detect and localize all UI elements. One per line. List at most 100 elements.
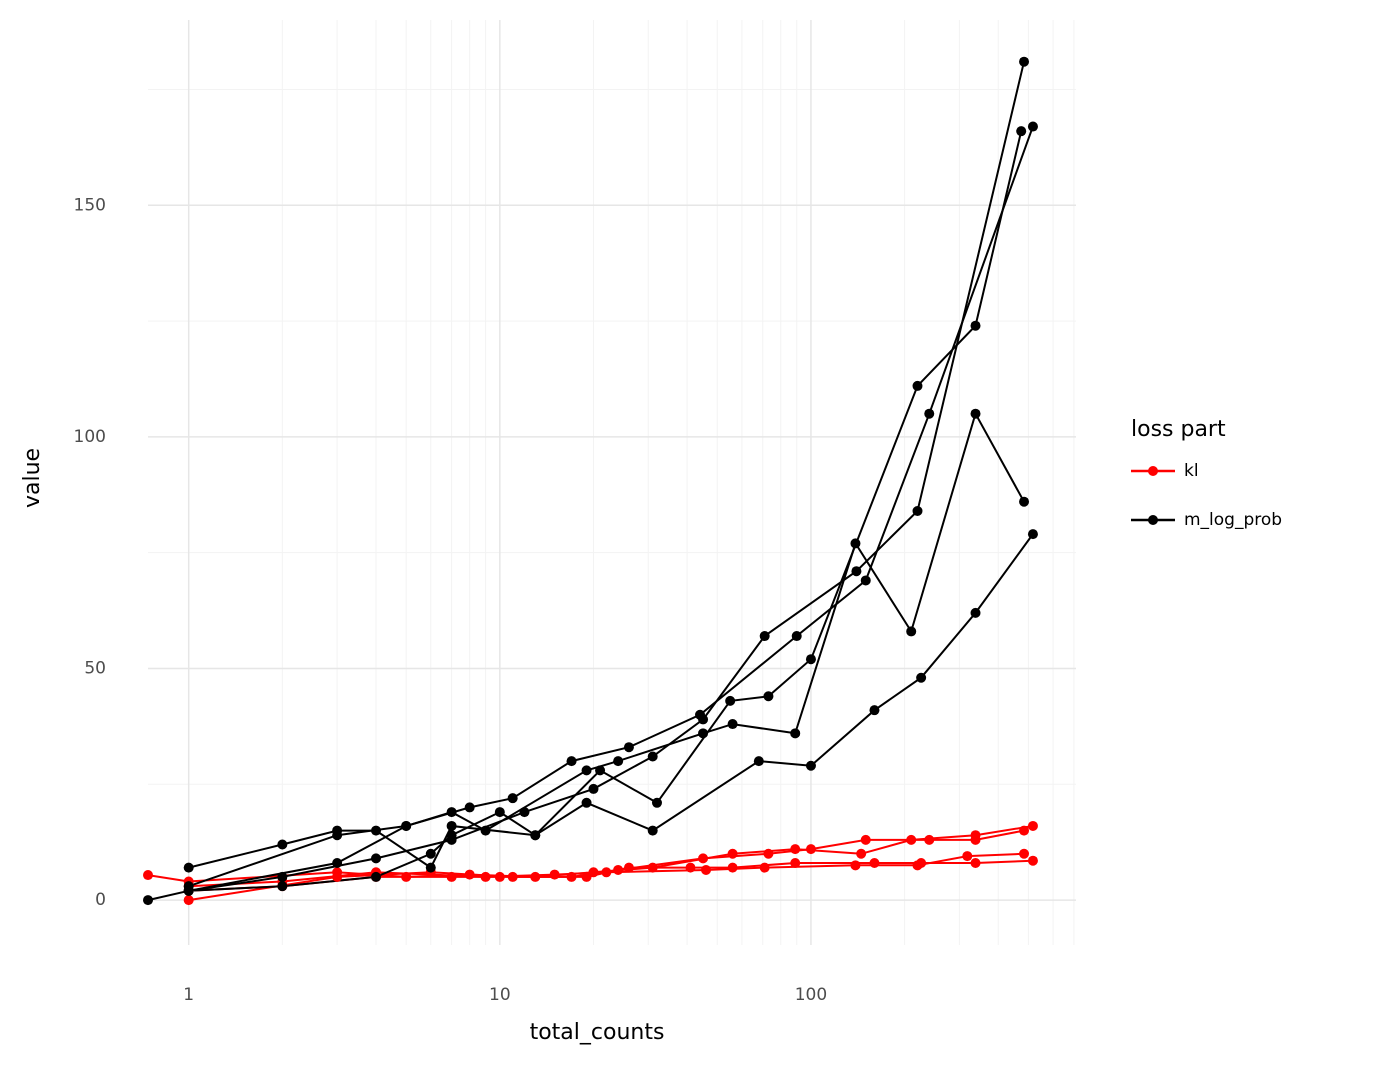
data-point [698, 853, 709, 864]
grid [148, 20, 1076, 945]
data-point [869, 705, 880, 716]
data-point [623, 742, 634, 753]
data-point [916, 672, 927, 683]
data-point [425, 848, 436, 859]
data-point [685, 862, 696, 873]
data-point [869, 858, 880, 869]
data-point [725, 695, 736, 706]
data-point [1019, 825, 1030, 836]
data-point [143, 870, 153, 881]
data-point [494, 871, 505, 882]
data-point [613, 756, 624, 767]
data-point [850, 538, 861, 549]
data-point [566, 871, 577, 882]
data-point [970, 607, 981, 618]
series-line [147, 411, 1025, 902]
data-point [970, 834, 981, 845]
y-axis-title: value [20, 448, 45, 508]
data-point [277, 839, 288, 850]
data-point [856, 848, 867, 859]
data-point [805, 844, 816, 855]
data-point [446, 807, 457, 818]
y-tick-label: 0 [95, 890, 106, 910]
y-tick-label: 150 [74, 195, 106, 215]
data-point [790, 858, 801, 869]
data-point [701, 864, 712, 875]
data-point [277, 871, 288, 882]
data-point [970, 320, 981, 331]
data-point [581, 797, 592, 808]
data-point [1027, 529, 1038, 540]
data-point [183, 862, 194, 873]
data-point [791, 631, 802, 642]
data-point [651, 797, 662, 808]
data-point [763, 848, 774, 859]
data-point [332, 858, 343, 869]
data-point [763, 691, 774, 702]
data-point [623, 862, 634, 873]
data-point [371, 825, 382, 836]
data-point [970, 858, 981, 869]
data-point [647, 825, 658, 836]
data-point [566, 756, 577, 767]
data-point [480, 871, 491, 882]
data-point [1019, 56, 1030, 67]
data-point [790, 728, 801, 739]
data-point [759, 631, 770, 642]
data-point [1027, 855, 1038, 866]
x-axis-title: total_counts [530, 1020, 665, 1045]
data-point [530, 871, 541, 882]
series-line [188, 533, 1034, 892]
data-point [912, 505, 923, 516]
x-tick-label: 10 [489, 985, 511, 1005]
data-point [850, 860, 861, 871]
legend-title: loss part [1131, 417, 1226, 442]
data-point [371, 871, 382, 882]
data-point [1019, 496, 1030, 507]
data-point [277, 881, 288, 892]
data-point [530, 830, 541, 841]
data-point [647, 751, 658, 762]
series-line [188, 61, 1025, 892]
data-point [695, 709, 706, 720]
data-point [507, 871, 518, 882]
data-point [183, 885, 194, 896]
data-point [595, 765, 606, 776]
data-point [183, 895, 194, 906]
data-point [698, 728, 709, 739]
data-point [906, 834, 917, 845]
legend-swatch-point [1148, 515, 1158, 525]
data-point [906, 626, 917, 637]
data-point [851, 566, 862, 577]
data-point [549, 869, 560, 880]
data-point [759, 862, 770, 873]
data-point [480, 825, 491, 836]
data-point [970, 408, 981, 419]
legend-label: kl [1184, 461, 1199, 481]
data-point [1027, 820, 1038, 831]
data-point [860, 575, 871, 586]
data-point [581, 871, 592, 882]
data-point [790, 844, 801, 855]
data-point [613, 864, 624, 875]
data-point [1016, 126, 1027, 137]
data-point [727, 862, 738, 873]
data-point [916, 858, 927, 869]
data-point [581, 765, 592, 776]
legend-label: m_log_prob [1184, 510, 1282, 530]
data-point [805, 654, 816, 665]
x-tick-label: 1 [183, 985, 194, 1005]
data-point [1027, 121, 1038, 132]
y-tick-label: 100 [74, 427, 106, 447]
data-point [446, 820, 457, 831]
data-point [519, 807, 530, 818]
x-tick-label: 100 [795, 985, 827, 1005]
data-point [647, 862, 658, 873]
data-point [912, 380, 923, 391]
plot-area [143, 56, 1038, 906]
data-point [332, 825, 343, 836]
data-point [727, 848, 738, 859]
data-point [507, 793, 518, 804]
series-line [188, 829, 1025, 892]
